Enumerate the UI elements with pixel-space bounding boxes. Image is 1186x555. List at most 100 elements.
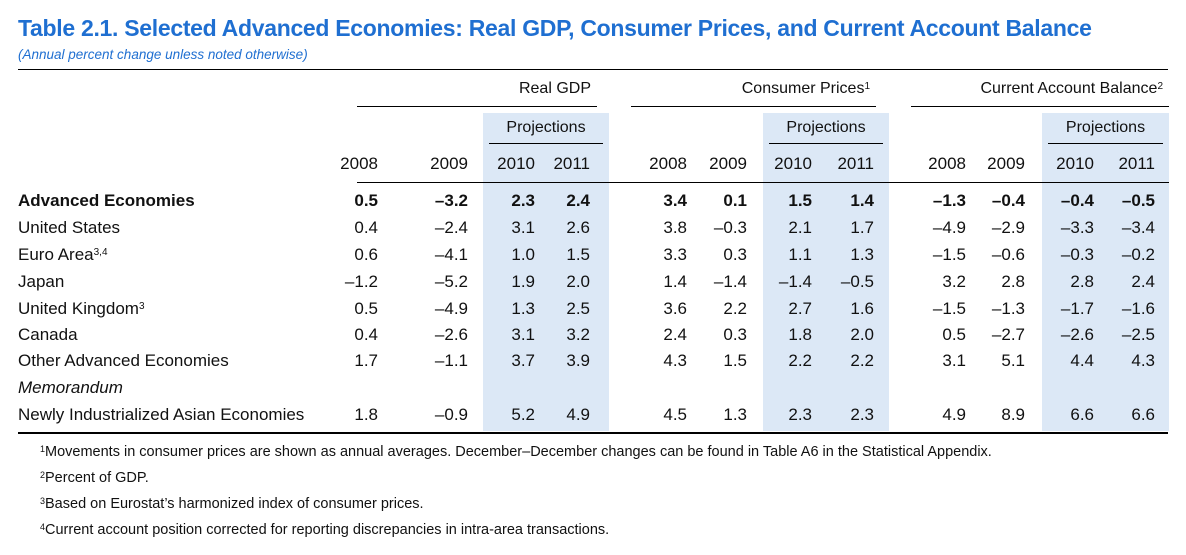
table-cell: –3.3 xyxy=(1060,218,1094,237)
year-header: 2009 xyxy=(430,154,468,173)
row-label: Canada xyxy=(18,324,78,346)
projection-shade-2 xyxy=(1042,113,1169,431)
table-cell: 3.4 xyxy=(663,191,687,210)
table-cell: –5.2 xyxy=(434,272,468,291)
footnote: 1Movements in consumer prices are shown … xyxy=(40,443,992,461)
year-header: 2008 xyxy=(340,154,378,173)
row-label-text: Memorandum xyxy=(18,378,123,397)
row-label-text: Advanced Economies xyxy=(18,191,195,210)
table-cell: –1.3 xyxy=(991,299,1025,318)
table-cell: 3.8 xyxy=(663,218,687,237)
table-cell: 4.4 xyxy=(1070,351,1094,370)
table-cell: –0.5 xyxy=(840,272,874,291)
footnote-marker: 3 xyxy=(138,301,145,312)
table-cell: 2.0 xyxy=(850,325,874,344)
table-cell: –0.4 xyxy=(991,191,1025,210)
table-cell: 2.0 xyxy=(566,272,590,291)
table-cell: 0.3 xyxy=(723,325,747,344)
projections-label-0: Projections xyxy=(506,119,586,136)
footnote-number: 2 xyxy=(40,470,46,480)
table-cell: –0.4 xyxy=(1060,191,1094,210)
table-cell: 1.3 xyxy=(723,405,747,424)
table-cell: 3.2 xyxy=(566,325,590,344)
table-cell: 3.6 xyxy=(663,299,687,318)
table-cell: –2.6 xyxy=(434,325,468,344)
year-header: 2011 xyxy=(553,154,590,173)
row-label: Newly Industrialized Asian Economies xyxy=(18,404,304,426)
row-label-text: United States xyxy=(18,218,121,237)
table-cell: 5.1 xyxy=(1001,351,1025,370)
table-cell: 4.9 xyxy=(942,405,966,424)
year-header: 2010 xyxy=(1056,154,1094,173)
table-cell: –1.5 xyxy=(932,299,966,318)
table-cell: 1.9 xyxy=(511,272,535,291)
row-label-text: Japan xyxy=(18,272,65,291)
table-cell: 1.4 xyxy=(850,191,874,210)
table-cell: 2.2 xyxy=(723,299,747,318)
table-cell: 3.3 xyxy=(663,245,687,264)
table-cell: –3.2 xyxy=(434,191,468,210)
table-cell: 1.0 xyxy=(511,245,535,264)
table-cell: 4.9 xyxy=(566,405,590,424)
footnote-number: 4 xyxy=(40,522,46,532)
row-label: Other Advanced Economies xyxy=(18,350,229,372)
footnote-text: Movements in consumer prices are shown a… xyxy=(45,444,992,460)
footnote-text: Percent of GDP. xyxy=(45,470,149,486)
year-header: 2009 xyxy=(709,154,747,173)
footnote: 3Based on Eurostat’s harmonized index of… xyxy=(40,495,424,513)
table-cell: 1.5 xyxy=(566,245,590,264)
top-rule xyxy=(18,69,1168,70)
table-cell: –0.5 xyxy=(1121,191,1155,210)
row-label: United States xyxy=(18,217,120,239)
table-cell: 0.4 xyxy=(354,218,378,237)
year-header: 2009 xyxy=(987,154,1025,173)
projection-shade-0 xyxy=(483,113,609,431)
table-cell: 6.6 xyxy=(1070,405,1094,424)
year-header: 2010 xyxy=(774,154,812,173)
table-cell: 4.3 xyxy=(663,351,687,370)
table-cell: 1.8 xyxy=(788,325,812,344)
table-cell: 2.8 xyxy=(1070,272,1094,291)
year-header: 2011 xyxy=(1118,154,1155,173)
table-cell: 8.9 xyxy=(1001,405,1025,424)
footnote-text: Based on Eurostat’s harmonized index of … xyxy=(45,496,424,512)
table-cell: 1.4 xyxy=(663,272,687,291)
table-cell: –1.6 xyxy=(1121,299,1155,318)
row-label-text: United Kingdom xyxy=(18,299,139,318)
table-cell: –0.3 xyxy=(713,218,747,237)
table-cell: –0.3 xyxy=(1060,245,1094,264)
table-cell: –2.5 xyxy=(1121,325,1155,344)
footnote-number: 3 xyxy=(40,496,46,506)
footnote-marker: 3,4 xyxy=(93,247,108,258)
table-cell: 3.1 xyxy=(511,218,535,237)
table-cell: 2.3 xyxy=(511,191,535,210)
group-underline-1 xyxy=(631,106,876,107)
projections-underline-0 xyxy=(489,143,603,144)
table-cell: 2.8 xyxy=(1001,272,1025,291)
footnote-marker: 2 xyxy=(1157,81,1163,92)
year-header: 2008 xyxy=(649,154,687,173)
footnote: 4Current account position corrected for … xyxy=(40,521,609,539)
projection-shade-1 xyxy=(763,113,889,431)
table-cell: –2.6 xyxy=(1060,325,1094,344)
table-cell: 4.5 xyxy=(663,405,687,424)
table-cell: –2.9 xyxy=(991,218,1025,237)
group-header-1: Consumer Prices1 xyxy=(631,78,870,100)
projections-underline-2 xyxy=(1048,143,1163,144)
table-cell: 2.7 xyxy=(788,299,812,318)
year-header: 2010 xyxy=(497,154,535,173)
table-cell: –1.3 xyxy=(932,191,966,210)
group-underline-0 xyxy=(357,106,597,107)
group-header-0: Real GDP xyxy=(357,78,591,100)
row-label: Euro Area3,4 xyxy=(18,244,108,266)
table-cell: –2.7 xyxy=(991,325,1025,344)
table-cell: –4.9 xyxy=(932,218,966,237)
footnote-number: 1 xyxy=(40,444,46,454)
group-underline-2 xyxy=(911,106,1169,107)
table-cell: 0.4 xyxy=(354,325,378,344)
row-label-text: Euro Area xyxy=(18,245,94,264)
table-cell: –2.4 xyxy=(434,218,468,237)
table-cell: –0.2 xyxy=(1121,245,1155,264)
bottom-rule xyxy=(18,432,1168,434)
table-cell: –0.9 xyxy=(434,405,468,424)
